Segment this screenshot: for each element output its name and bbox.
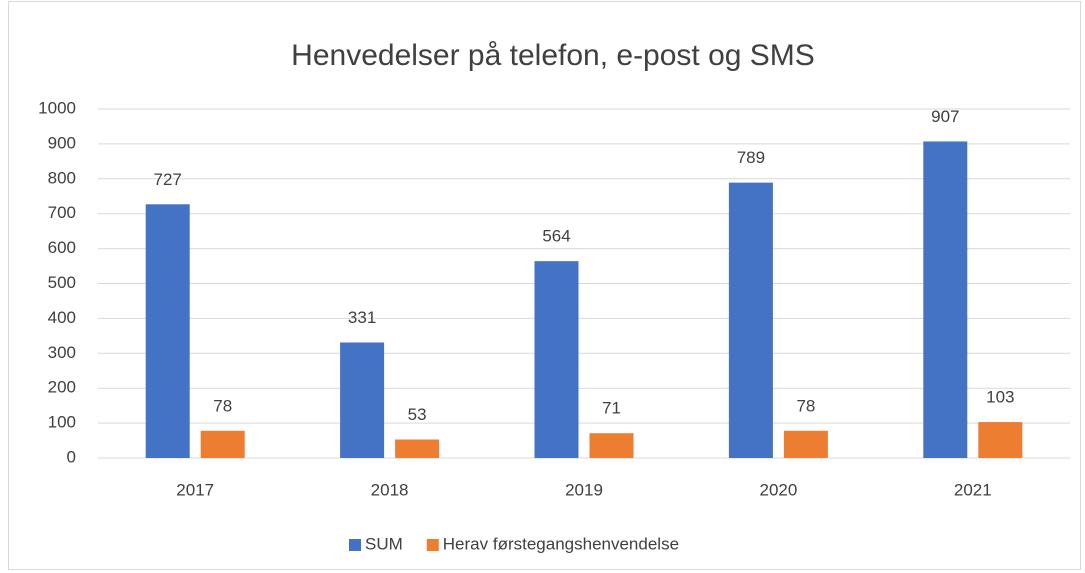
bar [534, 261, 579, 458]
y-tick-label: 600 [48, 238, 76, 257]
legend-swatch [349, 539, 361, 551]
x-tick-label: 2019 [565, 480, 603, 499]
x-tick-label: 2018 [371, 480, 409, 499]
data-label: 331 [348, 308, 376, 327]
legend-label: Herav førstegangshenvendelse [443, 534, 679, 553]
data-label: 789 [737, 148, 765, 167]
y-tick-label: 0 [67, 447, 76, 466]
data-label: 71 [602, 399, 621, 418]
bar [978, 422, 1023, 458]
y-tick-label: 400 [48, 308, 76, 327]
y-tick-label: 1000 [38, 98, 76, 117]
y-tick-label: 500 [48, 273, 76, 292]
data-label: 53 [408, 405, 427, 424]
data-label: 78 [796, 396, 815, 415]
chart-title: Henvedelser på telefon, e-post og SMS [291, 39, 815, 72]
legend-swatch [426, 539, 439, 551]
data-label: 78 [213, 396, 232, 415]
y-tick-label: 800 [48, 168, 76, 187]
bar [200, 430, 245, 458]
y-tick-label: 900 [48, 133, 76, 152]
data-label: 727 [154, 170, 182, 189]
y-tick-label: 100 [48, 413, 76, 432]
bar [783, 430, 828, 458]
data-label: 103 [986, 388, 1014, 407]
bar [728, 182, 773, 458]
bar [395, 439, 440, 458]
bar [589, 433, 634, 458]
x-tick-label: 2017 [176, 480, 214, 499]
data-label: 564 [542, 227, 570, 246]
y-tick-label: 300 [48, 343, 76, 362]
legend-label: SUM [365, 534, 403, 553]
x-tick-label: 2020 [759, 480, 797, 499]
bar [923, 141, 968, 458]
bar [340, 342, 385, 458]
data-label: 907 [931, 107, 959, 126]
bar [145, 204, 190, 458]
y-tick-label: 200 [48, 378, 76, 397]
y-tick-label: 700 [48, 203, 76, 222]
x-tick-label: 2021 [954, 480, 992, 499]
